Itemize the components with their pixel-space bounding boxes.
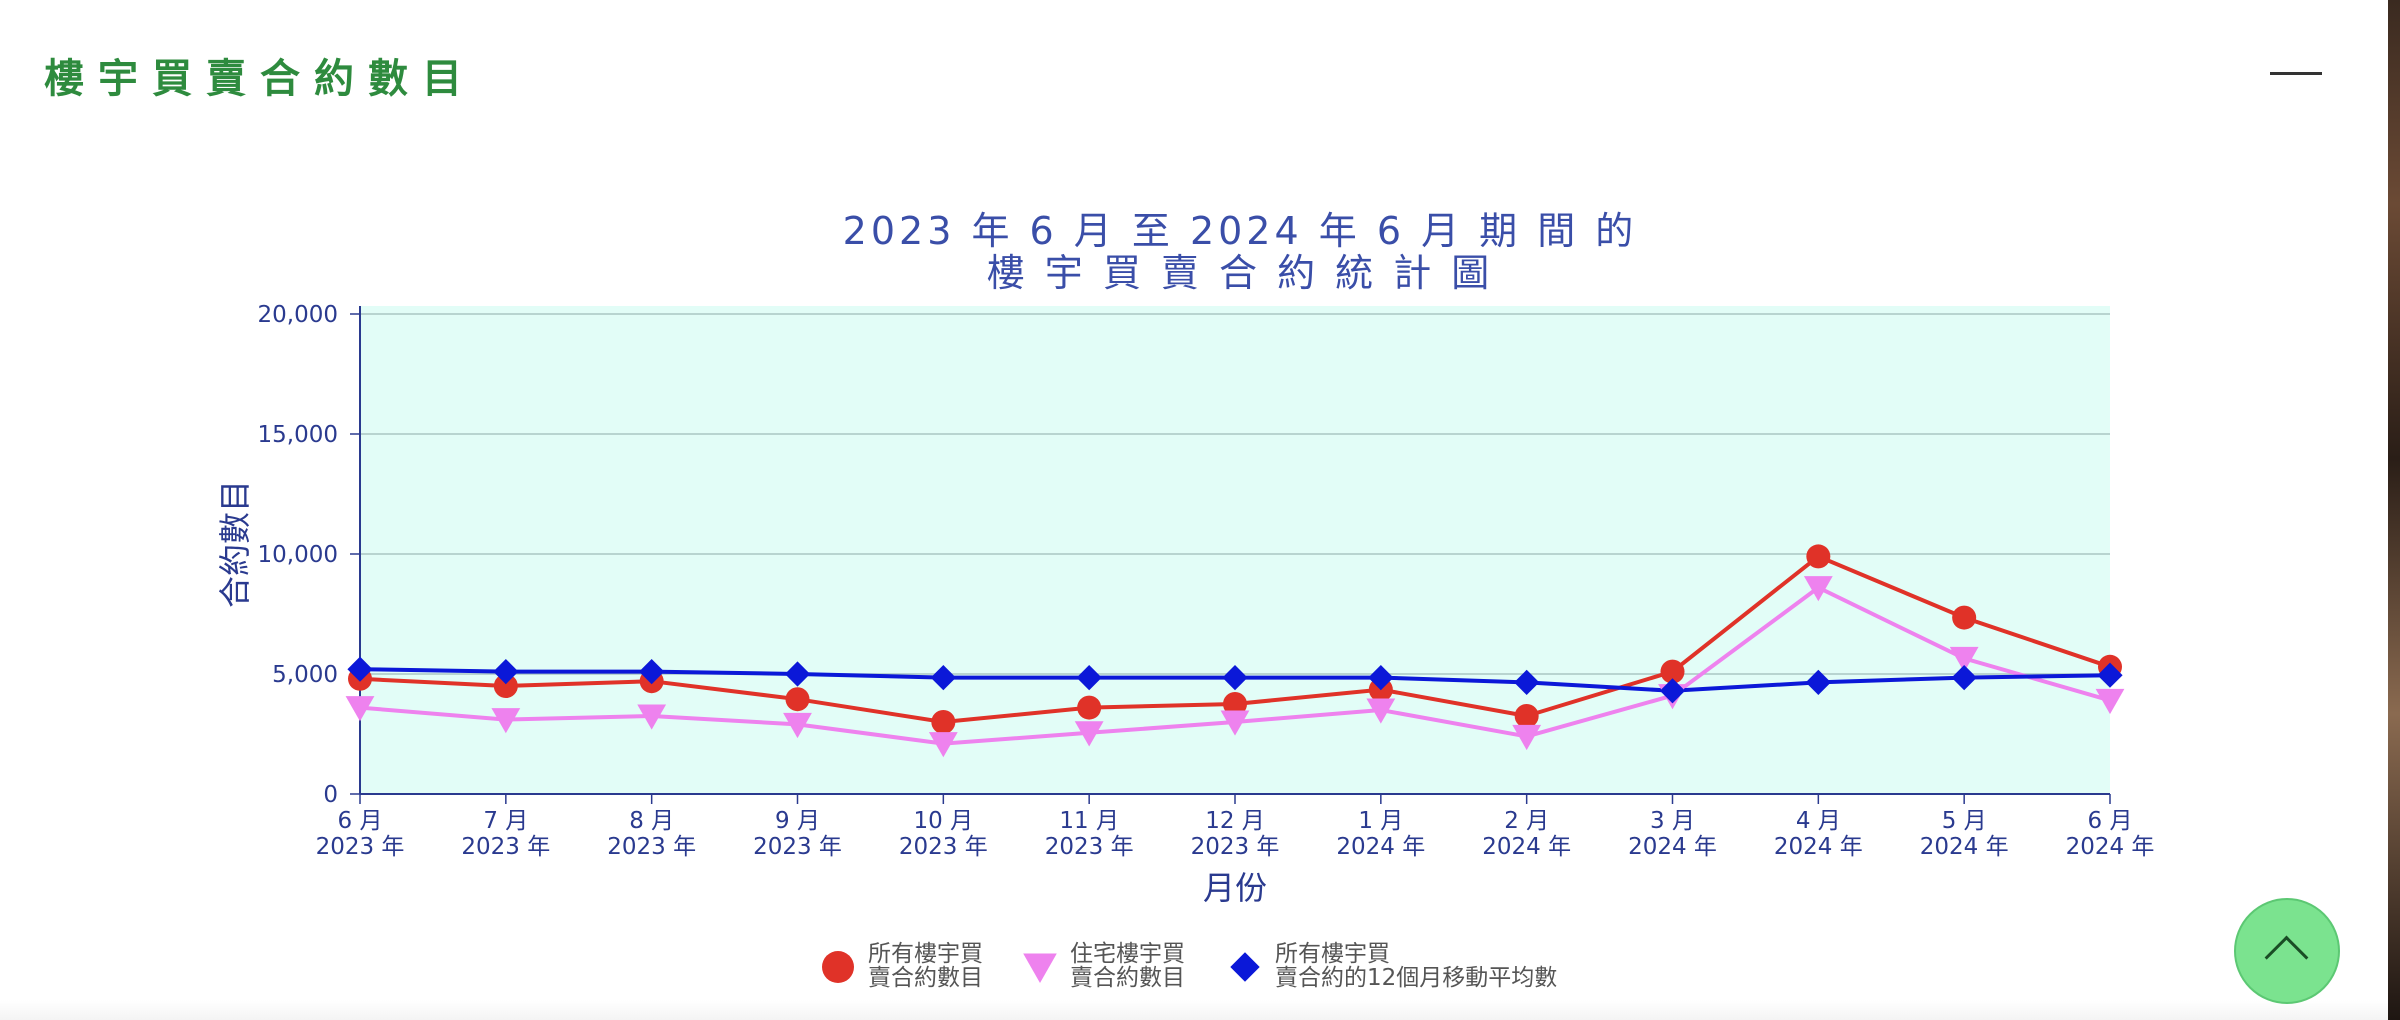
series-1-point <box>931 710 956 734</box>
x-tick-label-year: 2023 年 <box>607 834 696 860</box>
x-tick-label-year: 2024 年 <box>1774 834 1863 860</box>
series-3-point <box>784 661 811 687</box>
legend-label-1: 賣合約數目 <box>868 965 983 991</box>
chart-title: 2023 年 6 月 至 2024 年 6 月 期 間 的 樓 宇 買 賣 合 … <box>0 210 2400 294</box>
legend-marker-2 <box>1023 953 1057 983</box>
side-image-strip <box>2388 0 2400 1020</box>
x-tick-label-year: 2024 年 <box>1628 834 1717 860</box>
x-tick-label-year: 2023 年 <box>899 834 988 860</box>
x-tick-label-year: 2024 年 <box>1482 834 1571 860</box>
legend-label-3: 賣合約的12個月移動平均數 <box>1275 965 1557 991</box>
x-tick-label-month: 2 月 <box>1504 808 1549 834</box>
series-3-point <box>1076 665 1102 691</box>
contracts-chart: 2023 年 6 月 至 2024 年 6 月 期 間 的 樓 宇 買 賣 合 … <box>0 190 2380 1000</box>
x-tick-label-year: 2023 年 <box>1045 834 1134 860</box>
series-3-point <box>1222 665 1248 691</box>
series-2-point <box>1803 576 1833 602</box>
x-tick-label-month: 5 月 <box>1942 808 1987 834</box>
chart-title-line-1: 2023 年 6 月 至 2024 年 6 月 期 間 的 <box>842 209 1638 253</box>
x-tick-label-year: 2024 年 <box>2066 834 2155 860</box>
y-tick-label: 10,000 <box>258 542 338 568</box>
series-2-point <box>1366 698 1396 724</box>
series-2-point <box>928 732 958 758</box>
x-tick-label-month: 7 月 <box>483 808 528 834</box>
series-2-point <box>2095 688 2125 715</box>
y-tick-label: 20,000 <box>258 302 338 328</box>
x-tick-label-month: 11 月 <box>1059 808 1119 834</box>
chart-title-line-2: 樓 宇 買 賣 合 約 統 計 圖 <box>986 251 1494 295</box>
series-1-point <box>785 687 810 712</box>
series-3-point <box>1368 665 1394 691</box>
series-2-point <box>345 696 375 722</box>
series-2-point <box>1949 646 1979 673</box>
y-axis-label: 合約數目 <box>216 480 254 608</box>
x-axis-label: 月份 <box>1203 869 1267 907</box>
series-3-point <box>930 665 956 691</box>
x-tick-label-month: 1 月 <box>1358 808 1403 834</box>
legend-label-2: 賣合約數目 <box>1070 965 1185 991</box>
page-title: 樓宇買賣合約數目 <box>44 56 476 102</box>
x-tick-label-year: 2023 年 <box>316 834 405 860</box>
series-2-point <box>1220 710 1250 736</box>
series-1-point <box>1952 605 1977 630</box>
series-1-point <box>1806 544 1831 569</box>
series-3-point <box>2097 662 2123 688</box>
series-1-point <box>493 674 518 698</box>
series-2-point <box>491 708 521 734</box>
x-tick-label-year: 2023 年 <box>1191 834 1280 860</box>
series-3-point <box>1514 669 1540 695</box>
series-1-point <box>1514 704 1539 728</box>
y-tick-label: 5,000 <box>272 662 338 688</box>
series-1-point <box>1223 692 1247 716</box>
back-to-top-button[interactable] <box>2234 898 2340 1004</box>
legend-marker-1 <box>822 951 854 983</box>
menu-button[interactable] <box>2270 56 2328 86</box>
x-tick-label-month: 6 月 <box>2088 808 2133 834</box>
legend-marker-3 <box>1230 952 1260 982</box>
series-2-point <box>637 704 667 730</box>
hamburger-menu-icon <box>2270 72 2322 75</box>
x-tick-label-month: 4 月 <box>1796 808 1841 834</box>
y-tick-label: 0 <box>323 782 338 808</box>
x-tick-label-year: 2023 年 <box>753 834 842 860</box>
x-tick-label-year: 2024 年 <box>1920 834 2009 860</box>
y-tick-label: 15,000 <box>258 422 338 448</box>
x-tick-label-month: 12 月 <box>1205 808 1265 834</box>
series-2-point <box>783 712 812 739</box>
legend-label-1: 所有樓宇買 <box>868 941 983 967</box>
series-3-point <box>639 659 665 685</box>
footer-divider <box>0 1000 2388 1020</box>
series-3-point <box>1805 669 1831 695</box>
x-tick-label-month: 9 月 <box>775 808 820 834</box>
x-tick-label-year: 2023 年 <box>461 834 550 860</box>
series-3-point <box>1951 665 1977 691</box>
series-3-point <box>347 656 373 682</box>
series-3-point <box>1659 678 1686 704</box>
series-1-point <box>1077 695 1102 720</box>
series-2-point <box>1512 724 1542 751</box>
x-tick-label-month: 8 月 <box>629 808 674 834</box>
series-3-point <box>493 659 519 685</box>
chevron-up-icon <box>2264 935 2309 980</box>
series-2-point <box>1074 721 1104 747</box>
x-tick-label-month: 6 月 <box>338 808 383 834</box>
x-tick-label-year: 2024 年 <box>1336 834 1425 860</box>
x-tick-label-month: 10 月 <box>914 808 974 834</box>
legend-label-3: 所有樓宇買 <box>1275 941 1390 967</box>
series-1-point <box>1660 659 1685 684</box>
x-tick-label-month: 3 月 <box>1650 808 1695 834</box>
legend-label-2: 住宅樓宇買 <box>1070 941 1185 967</box>
